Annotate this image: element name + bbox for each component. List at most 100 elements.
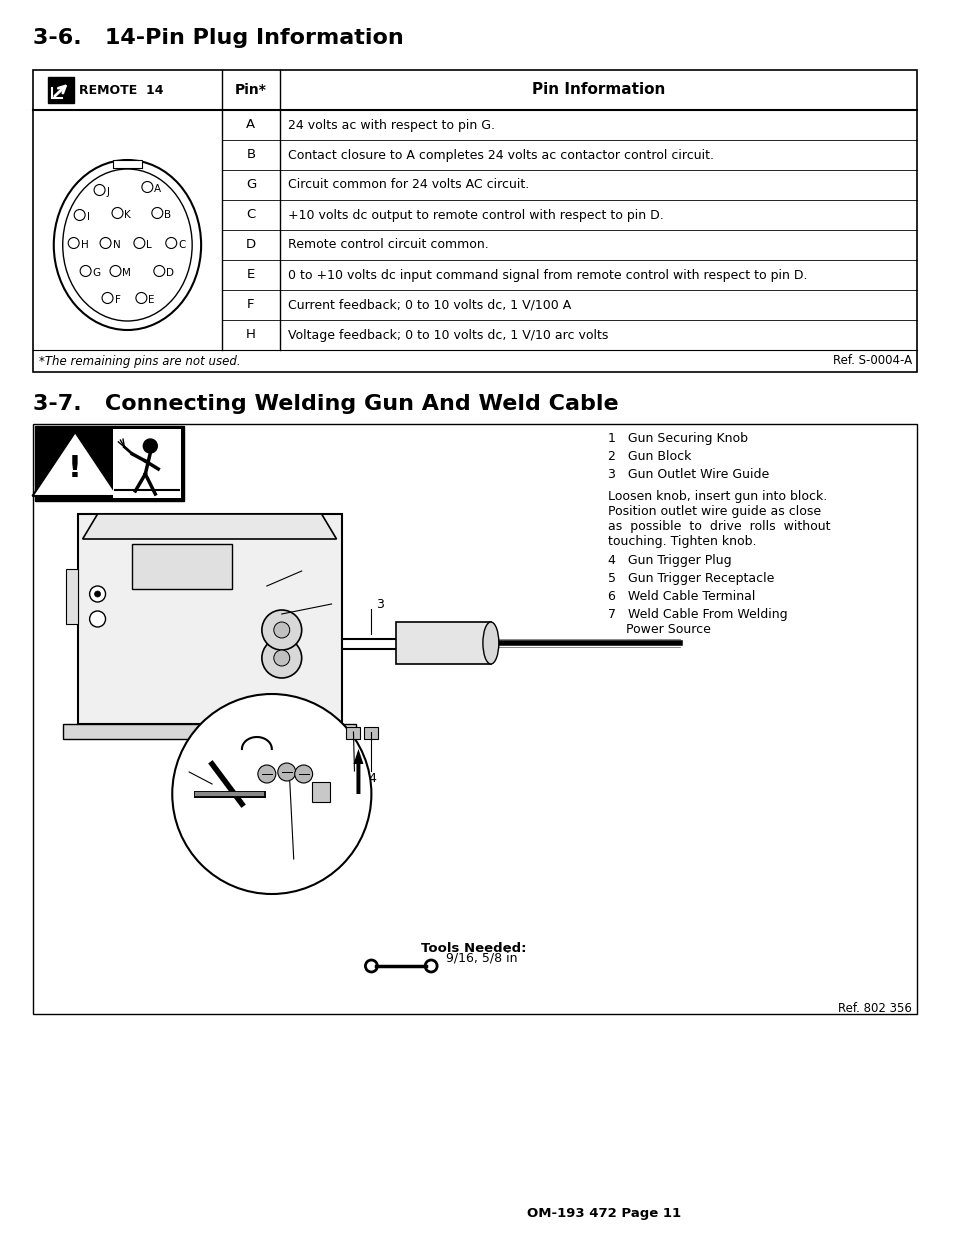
Text: *The remaining pins are not used.: *The remaining pins are not used. [39, 354, 240, 368]
Text: !: ! [69, 454, 82, 483]
Circle shape [142, 182, 152, 193]
Text: G: G [246, 179, 255, 191]
Circle shape [261, 638, 301, 678]
Text: 3   Gun Outlet Wire Guide: 3 Gun Outlet Wire Guide [608, 468, 769, 480]
Text: Loosen knob, insert gun into block.: Loosen knob, insert gun into block. [608, 490, 827, 503]
Circle shape [90, 611, 106, 627]
Text: 0 to +10 volts dc input command signal from remote control with respect to pin D: 0 to +10 volts dc input command signal f… [288, 268, 806, 282]
Circle shape [94, 592, 100, 597]
Circle shape [94, 184, 105, 195]
Text: Contact closure to A completes 24 volts ac contactor control circuit.: Contact closure to A completes 24 volts … [288, 148, 713, 162]
Text: I: I [87, 212, 90, 222]
Text: 9/16, 5/8 in: 9/16, 5/8 in [446, 951, 517, 965]
Circle shape [166, 237, 176, 248]
Text: 2: 2 [334, 598, 341, 610]
Circle shape [112, 207, 123, 219]
Text: D: D [246, 238, 255, 252]
Text: Pin Information: Pin Information [531, 83, 664, 98]
Bar [63, 724, 356, 739]
Text: REMOTE  14: REMOTE 14 [78, 84, 163, 96]
Circle shape [153, 266, 165, 277]
Circle shape [135, 293, 147, 304]
Circle shape [172, 694, 371, 894]
Text: 7: 7 [182, 762, 190, 776]
Text: 3-6.   14-Pin Plug Information: 3-6. 14-Pin Plug Information [32, 28, 403, 48]
Text: G: G [92, 268, 101, 278]
Bar [346, 727, 360, 739]
Text: Current feedback; 0 to 10 volts dc, 1 V/100 A: Current feedback; 0 to 10 volts dc, 1 V/… [288, 299, 571, 311]
Text: 1   Gun Securing Knob: 1 Gun Securing Knob [608, 432, 747, 445]
Circle shape [133, 237, 145, 248]
Text: as  possible  to  drive  rolls  without: as possible to drive rolls without [608, 520, 830, 534]
Text: L: L [146, 240, 152, 249]
Text: 6: 6 [290, 860, 297, 872]
Text: A: A [154, 184, 161, 194]
Polygon shape [83, 514, 336, 538]
Text: Ref. 802 356: Ref. 802 356 [838, 1002, 911, 1015]
Text: E: E [247, 268, 254, 282]
Bar [32, 424, 916, 1014]
Text: Position outlet wire guide as close: Position outlet wire guide as close [608, 505, 821, 517]
Text: +10 volts dc output to remote control with respect to pin D.: +10 volts dc output to remote control wi… [288, 209, 662, 221]
Text: J: J [107, 186, 110, 198]
Text: 4: 4 [368, 773, 375, 785]
Text: 2   Gun Block: 2 Gun Block [608, 450, 691, 463]
Text: Tools Needed:: Tools Needed: [420, 942, 526, 955]
Text: D: D [166, 268, 174, 278]
Bar [395, 622, 491, 664]
Text: 4   Gun Trigger Plug: 4 Gun Trigger Plug [608, 555, 731, 567]
Polygon shape [354, 748, 363, 794]
Circle shape [100, 237, 111, 248]
Circle shape [90, 585, 106, 601]
Circle shape [74, 210, 85, 221]
Text: Voltage feedback; 0 to 10 volts dc, 1 V/10 arc volts: Voltage feedback; 0 to 10 volts dc, 1 V/… [288, 329, 607, 342]
Bar [77, 514, 341, 724]
Circle shape [110, 266, 121, 277]
Circle shape [277, 763, 295, 781]
Circle shape [80, 266, 91, 277]
Circle shape [152, 207, 163, 219]
Text: OM-193 472 Page 11: OM-193 472 Page 11 [527, 1207, 680, 1220]
Text: Ref. S-0004-A: Ref. S-0004-A [832, 354, 911, 368]
Circle shape [274, 650, 290, 666]
Text: H: H [81, 240, 89, 249]
Text: 5   Gun Trigger Receptacle: 5 Gun Trigger Receptacle [608, 572, 774, 585]
Text: B: B [164, 210, 172, 220]
Text: K: K [124, 210, 132, 220]
Text: C: C [178, 240, 186, 249]
Polygon shape [32, 432, 118, 496]
Text: 3-7.   Connecting Welding Gun And Weld Cable: 3-7. Connecting Welding Gun And Weld Cab… [32, 394, 618, 414]
Text: 3: 3 [376, 598, 384, 610]
Text: C: C [246, 209, 255, 221]
Text: Circuit common for 24 volts AC circuit.: Circuit common for 24 volts AC circuit. [288, 179, 529, 191]
Bar [48, 77, 73, 103]
Bar [32, 70, 916, 110]
Bar [312, 782, 329, 802]
Bar [112, 429, 181, 498]
Text: 6   Weld Cable Terminal: 6 Weld Cable Terminal [608, 590, 755, 603]
Text: Pin*: Pin* [234, 83, 267, 98]
Bar [32, 70, 916, 372]
Circle shape [294, 764, 313, 783]
Text: H: H [246, 329, 255, 342]
Circle shape [261, 610, 301, 650]
Text: F: F [247, 299, 254, 311]
Text: 1: 1 [303, 564, 312, 578]
Text: touching. Tighten knob.: touching. Tighten knob. [608, 535, 756, 548]
Bar [132, 543, 232, 589]
Text: 5: 5 [348, 773, 356, 785]
Circle shape [257, 764, 275, 783]
Bar [364, 727, 378, 739]
Text: Remote control circuit common.: Remote control circuit common. [288, 238, 488, 252]
Text: M: M [122, 268, 132, 278]
Bar [35, 426, 184, 501]
Text: F: F [114, 295, 120, 305]
Text: 7   Weld Cable From Welding: 7 Weld Cable From Welding [608, 608, 787, 621]
Text: A: A [246, 119, 255, 131]
Text: E: E [149, 295, 154, 305]
Bar [32, 350, 916, 372]
Circle shape [68, 237, 79, 248]
Circle shape [102, 293, 112, 304]
Ellipse shape [482, 622, 498, 664]
Text: 24 volts ac with respect to pin G.: 24 volts ac with respect to pin G. [288, 119, 495, 131]
